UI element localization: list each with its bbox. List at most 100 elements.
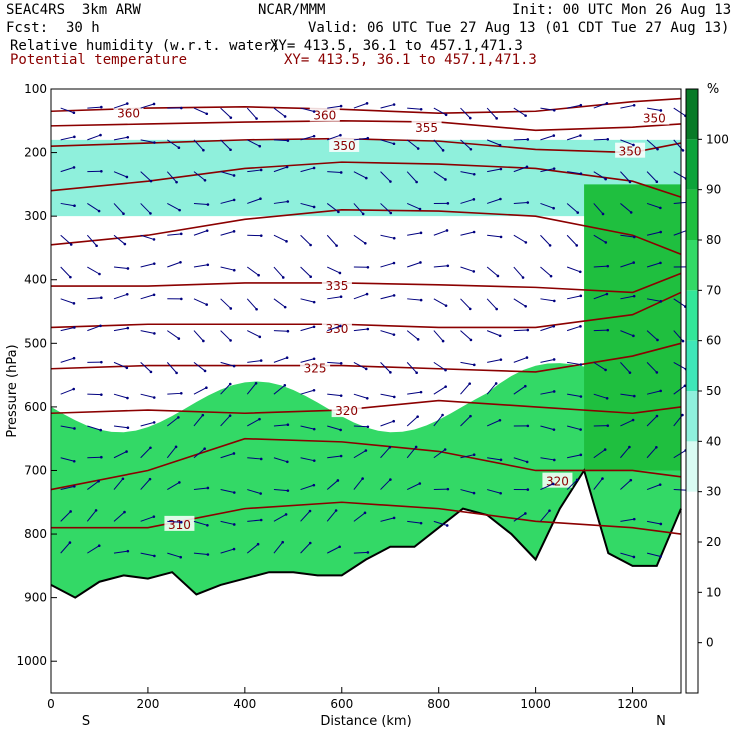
wind-vector	[460, 198, 475, 204]
wind-vector-head	[444, 368, 447, 372]
fcst-label: Fcst:	[6, 20, 49, 36]
wind-vector-head	[524, 114, 527, 117]
wind-vector-head	[281, 276, 285, 279]
colorbar-swatch	[686, 542, 698, 593]
wind-vector-head	[632, 517, 636, 521]
wind-vector	[353, 551, 368, 554]
wind-vector-head	[418, 207, 422, 211]
x-tick-label: 1000	[520, 697, 551, 711]
wind-vector-head	[97, 479, 100, 483]
wind-vector	[460, 415, 471, 427]
wind-vector-head	[632, 555, 636, 559]
wind-vector	[566, 325, 581, 332]
wind-vector-head	[659, 300, 663, 303]
wind-vector	[487, 168, 501, 173]
wind-vector-head	[525, 460, 529, 464]
wind-vector	[167, 330, 180, 339]
wind-vector-head	[499, 458, 503, 462]
wind-vector	[620, 552, 635, 558]
wind-vector-head	[72, 387, 76, 391]
wind-vector	[460, 266, 474, 272]
colorbar-label: 70	[706, 283, 721, 297]
wind-vector	[486, 298, 498, 310]
wind-vector-head	[229, 307, 233, 310]
wind-vector-head	[389, 371, 392, 374]
wind-vector	[513, 266, 524, 278]
wind-vector	[113, 478, 124, 490]
wind-vector	[486, 383, 497, 395]
wind-vector-head	[361, 477, 364, 480]
wind-vector	[113, 171, 128, 178]
wind-vector	[593, 234, 607, 243]
wind-vector	[567, 361, 582, 366]
wind-vector	[567, 393, 582, 398]
wind-vector	[327, 546, 340, 554]
wind-vector	[487, 234, 502, 238]
wind-vector	[407, 298, 422, 301]
x-tick-label: 200	[136, 697, 159, 711]
wind-vector-head	[259, 518, 263, 522]
wind-vector-head	[552, 108, 556, 112]
wind-vector-head	[444, 385, 447, 388]
wind-vector-head	[126, 326, 130, 330]
wind-vector	[406, 362, 418, 374]
theta-label-bg	[639, 109, 670, 125]
colorbar-swatch	[686, 491, 698, 542]
wind-vector	[113, 203, 124, 215]
y-tick-label: 100	[24, 82, 47, 96]
wind-vector	[247, 489, 261, 495]
wind-vector-head	[548, 509, 551, 512]
wind-vector-head	[309, 243, 312, 247]
wind-vector	[406, 171, 417, 183]
wind-vector	[353, 478, 364, 490]
wind-vector-head	[468, 116, 472, 120]
wind-vector	[273, 234, 287, 242]
wind-vector	[193, 139, 204, 151]
wind-vector	[247, 519, 262, 522]
colorbar-swatch	[686, 189, 698, 240]
theta-contour-355	[50, 119, 682, 132]
wind-vector-head	[97, 544, 101, 548]
wind-vector-head	[152, 515, 156, 518]
wind-vector	[566, 135, 581, 141]
theta-label-bg	[309, 106, 340, 122]
wind-vector-head	[655, 180, 659, 184]
wind-vector-head	[446, 487, 450, 491]
y-tick-label: 500	[24, 336, 47, 350]
wind-vector	[193, 264, 208, 268]
wind-vector-head	[416, 338, 420, 341]
wind-vector	[87, 134, 101, 141]
wind-vector	[140, 421, 155, 427]
wind-vector-head	[258, 417, 261, 421]
wind-vector-head	[526, 424, 530, 428]
y-tick-label: 400	[24, 273, 47, 287]
wind-vector-head	[281, 540, 285, 544]
wind-vector-head	[659, 230, 663, 234]
wind-vector	[193, 487, 208, 491]
wind-vector	[167, 233, 182, 236]
wind-vector-head	[179, 555, 183, 559]
wind-vector	[273, 201, 288, 204]
wind-vector-head	[419, 390, 423, 394]
theta-label: 350	[643, 112, 666, 126]
wind-vector	[193, 330, 204, 342]
colorbar-swatch	[686, 340, 698, 391]
wind-vector-head	[472, 363, 476, 367]
wind-vector-head	[100, 360, 103, 364]
wind-vector	[487, 489, 501, 494]
wind-vector-head	[366, 327, 370, 331]
wind-vector	[220, 266, 235, 271]
wind-vector	[406, 416, 418, 427]
wind-vector	[407, 232, 422, 236]
x-tick-label: 800	[427, 697, 450, 711]
wind-vector	[433, 107, 447, 116]
theta-label: 360	[117, 107, 140, 121]
wind-vector-head	[336, 479, 340, 482]
y-tick-label: 200	[24, 146, 47, 160]
wind-vector	[540, 266, 552, 277]
wind-vector-head	[312, 166, 316, 170]
wind-vector-head	[232, 268, 236, 272]
wind-vector	[540, 325, 554, 332]
wind-vector-head	[579, 294, 583, 298]
wind-vector	[140, 103, 155, 109]
